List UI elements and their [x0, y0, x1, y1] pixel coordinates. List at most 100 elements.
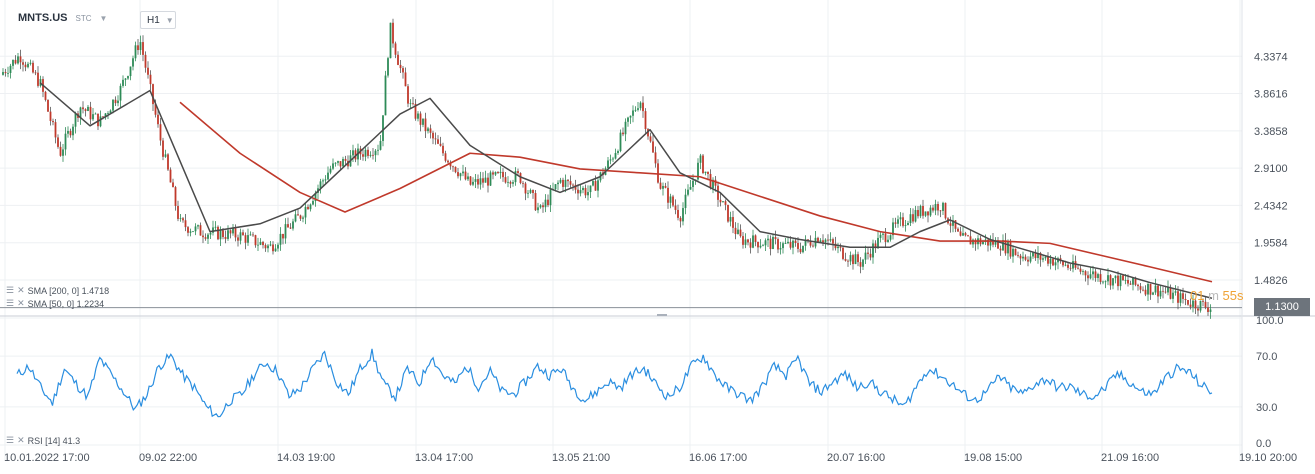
rsi-tick-label: 30.0 — [1256, 402, 1277, 414]
candle — [674, 205, 677, 210]
candle — [944, 202, 947, 219]
candle — [112, 99, 114, 111]
candle — [199, 225, 202, 236]
time-tick-label: 14.03 19:00 — [277, 452, 335, 464]
candle — [1192, 300, 1194, 307]
candle — [344, 158, 347, 161]
chevron-down-icon: ▼ — [165, 15, 174, 25]
candle — [827, 239, 829, 241]
candle — [189, 231, 192, 233]
candle — [212, 227, 214, 233]
candle — [1129, 283, 1132, 285]
candle — [57, 137, 59, 147]
candle — [62, 149, 64, 156]
rsi-legend[interactable]: ☰ ✕ RSI [14] 41.3 — [6, 435, 80, 446]
candle — [557, 182, 559, 185]
candle — [867, 252, 869, 254]
candle — [1119, 275, 1122, 287]
candle — [644, 111, 647, 130]
sma200-legend[interactable]: ☰ ✕ SMA [200, 0] 1.4718 — [6, 285, 109, 296]
candle — [739, 229, 742, 237]
candle — [1077, 267, 1079, 269]
current-price-tag: 1.1300 — [1254, 298, 1310, 316]
candle — [179, 218, 182, 220]
candle — [399, 64, 402, 69]
candle — [634, 109, 637, 111]
close-icon[interactable]: ✕ — [17, 435, 25, 445]
symbol-label[interactable]: MNTS.US — [18, 12, 68, 24]
candle — [1167, 287, 1169, 293]
candle — [187, 227, 189, 233]
candle — [1172, 292, 1174, 299]
price-tick-label: 4.3374 — [1254, 51, 1288, 63]
settings-icon[interactable]: ☰ — [6, 285, 15, 295]
candle — [7, 72, 9, 74]
price-tick-label: 3.3858 — [1254, 126, 1288, 138]
rsi-tick-label: 100.0 — [1256, 315, 1284, 327]
timer-seconds: 55s — [1222, 288, 1244, 303]
candle — [229, 230, 232, 234]
candle — [519, 173, 522, 183]
candle — [1159, 290, 1162, 297]
candle — [449, 162, 452, 167]
candle — [687, 189, 689, 195]
candle — [1147, 284, 1149, 295]
candle — [72, 126, 74, 136]
settings-icon[interactable]: ☰ — [6, 435, 15, 445]
candle — [232, 228, 234, 234]
candle — [554, 184, 557, 190]
candle — [597, 180, 599, 191]
candle — [284, 224, 287, 239]
candle — [412, 103, 414, 105]
candle — [99, 116, 102, 127]
candle — [572, 184, 574, 186]
candle — [1027, 259, 1029, 262]
candle — [312, 201, 314, 205]
candle — [994, 240, 997, 245]
candle — [954, 220, 957, 229]
candle — [87, 106, 89, 111]
candle — [952, 220, 954, 226]
candle — [1079, 268, 1082, 272]
candle — [162, 140, 164, 157]
candle — [617, 151, 619, 154]
candle — [749, 242, 752, 248]
close-icon[interactable]: ✕ — [17, 298, 25, 308]
candle — [562, 179, 564, 187]
candle — [142, 42, 144, 55]
close-icon[interactable]: ✕ — [17, 285, 25, 295]
candle — [309, 204, 312, 210]
candle — [664, 185, 667, 188]
candle — [559, 179, 562, 183]
candle — [789, 241, 792, 248]
candle — [34, 72, 37, 74]
candle — [494, 172, 497, 175]
candle — [1024, 256, 1027, 260]
candle — [849, 255, 852, 262]
time-tick-label: 13.04 17:00 — [415, 452, 473, 464]
candle — [267, 245, 269, 249]
candle — [699, 155, 702, 163]
candle — [129, 66, 132, 77]
rsi-tick-label: 0.0 — [1256, 438, 1271, 450]
chevron-down-icon[interactable]: ▼ — [99, 13, 108, 23]
candle — [642, 102, 644, 112]
candle — [527, 192, 529, 194]
candle — [542, 205, 544, 208]
candle — [1002, 240, 1004, 251]
settings-icon[interactable]: ☰ — [6, 298, 15, 308]
candle — [989, 239, 992, 246]
candle — [1204, 301, 1207, 308]
candle — [429, 128, 432, 133]
candle — [1047, 256, 1049, 264]
candle — [574, 184, 577, 190]
timeframe-selector[interactable]: H1 ▼ — [140, 11, 176, 29]
sma50-legend[interactable]: ☰ ✕ SMA [50, 0] 1.2234 — [6, 298, 104, 309]
candle — [1102, 281, 1104, 283]
candle — [84, 109, 87, 111]
candle — [582, 187, 584, 191]
candle — [1207, 307, 1209, 312]
candle — [474, 179, 477, 182]
candle — [932, 207, 934, 211]
